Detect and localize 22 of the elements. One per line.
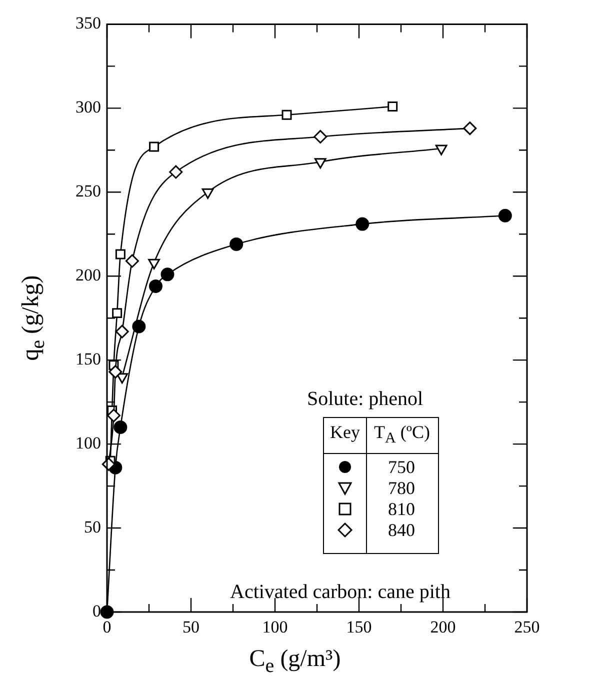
annotation: Activated carbon: cane pith	[230, 581, 450, 604]
x-tick-label: 250	[514, 618, 540, 637]
x-axis-title: C$_{e}$ (g/m³)	[248, 646, 342, 678]
legend-label: 810	[388, 499, 415, 520]
x-tick-label: 150	[346, 618, 372, 637]
y-tick-label: 50	[84, 517, 101, 536]
annotation: Solute: phenol	[307, 388, 424, 411]
x-tick-label: 200	[430, 618, 456, 637]
y-tick-label: 150	[76, 350, 101, 369]
legend-label: 840	[388, 520, 415, 540]
legend-title: T$_{A}$ (ºC)	[373, 422, 431, 449]
x-tick-label: 100	[262, 618, 288, 637]
y-tick-label: 350	[76, 14, 101, 33]
y-tick-label: 100	[76, 434, 101, 453]
y-tick-label: 0	[92, 601, 101, 620]
y-tick-label: 300	[76, 98, 101, 117]
legend-label: 750	[388, 457, 415, 478]
y-tick-label: 250	[76, 182, 101, 201]
x-tick-label: 50	[182, 618, 200, 637]
annotation: Key	[329, 422, 361, 444]
legend-label: 780	[388, 478, 415, 498]
y-tick-label: 200	[76, 266, 101, 285]
